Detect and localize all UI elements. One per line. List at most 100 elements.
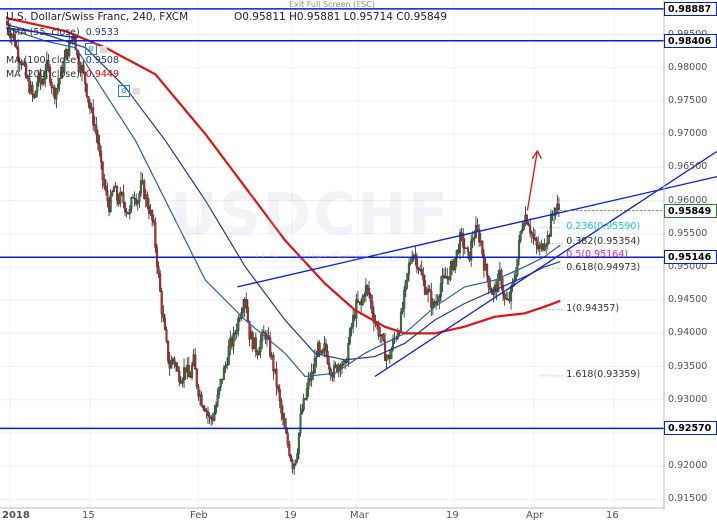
candle-up (516, 258, 519, 276)
candle-up (441, 275, 444, 284)
trendline (5, 27, 78, 39)
level-price-tag: 0.98887 (664, 1, 717, 16)
candle-down (106, 190, 109, 201)
candle-up (307, 378, 310, 389)
indicator-ma200-label: MA (200, close) (6, 69, 80, 80)
candle-up (138, 193, 141, 203)
candle-up (42, 79, 45, 85)
candle-down (280, 400, 283, 414)
candle-down (47, 59, 50, 68)
time-tick-label: 2018 (2, 510, 30, 521)
time-tick-label: Mar (350, 510, 369, 521)
candle-up (425, 293, 428, 295)
candle-up (297, 432, 300, 454)
candle-down (159, 273, 162, 292)
candle-down (482, 254, 485, 271)
candle-down (92, 107, 95, 125)
candle-down (254, 337, 257, 352)
candle-down (277, 386, 280, 390)
candle-down (197, 386, 200, 397)
candle-down (324, 343, 328, 352)
candle-up (438, 296, 441, 302)
candle-down (206, 410, 210, 416)
watermark-symbol: USDCHF (170, 180, 450, 248)
indicator-ma200[interactable]: MA (200, close) 0.9449 (6, 69, 119, 80)
candle-up (348, 328, 351, 344)
candle-down (267, 335, 270, 338)
fib-level-label: 0.618(0.94973) (566, 261, 641, 273)
candle-down (481, 240, 484, 255)
candle-down (366, 285, 369, 289)
candle-up (435, 302, 438, 305)
settings-icon[interactable]: ⚙ (118, 85, 130, 97)
candle-down (178, 370, 181, 383)
chart-symbol-title[interactable]: U.S. Dollar/Swiss Franc, 240, FXCM (6, 11, 189, 23)
ohlc-readout: O0.95811 H0.95881 L0.95714 C0.95849 (234, 11, 448, 23)
candle-up (471, 238, 474, 242)
candle-down (200, 394, 203, 407)
candle-up (63, 57, 66, 73)
candle-down (163, 317, 166, 330)
ema55-line (5, 27, 561, 378)
candle-up (219, 378, 222, 388)
arrow-head-icon (531, 150, 542, 160)
indicator-ma100[interactable]: MA (100, close) 0.9508 (6, 55, 119, 66)
candle-down (462, 233, 465, 248)
candles (5, 16, 560, 475)
candle-up (514, 275, 517, 281)
level-price-tag: 0.92570 (664, 421, 717, 436)
candle-up (361, 296, 364, 305)
candle-up (347, 343, 350, 363)
candle-up (214, 405, 218, 413)
candle-up (522, 223, 525, 230)
candle-down (9, 31, 12, 38)
close-icon[interactable] (100, 45, 107, 53)
indicator-ma100-label: MA (100, close) (6, 55, 80, 66)
settings-icon[interactable]: ⚙ (85, 43, 97, 55)
candle-down (486, 264, 489, 277)
candle-up (545, 244, 548, 247)
fib-level-label: 0.236(0.95590) (566, 220, 641, 232)
candle-down (104, 185, 107, 192)
price-tick-label: 0.93500 (668, 360, 708, 372)
candle-up (259, 340, 262, 352)
trendlines (5, 27, 717, 378)
candle-down (17, 47, 20, 62)
candle-down (195, 369, 198, 387)
fib-level-label: 1(0.94357) (566, 302, 620, 314)
candle-down (285, 427, 288, 434)
ma100-line (5, 24, 561, 361)
exit-fullscreen-button[interactable]: Exit Full Screen (ESC) (289, 0, 375, 9)
candle-down (422, 274, 425, 281)
candle-up (379, 335, 382, 337)
candle-down (278, 389, 281, 401)
candle-up (226, 364, 229, 366)
candle-up (170, 360, 173, 369)
candle-down (476, 225, 479, 230)
candle-up (403, 290, 406, 309)
candle-up (261, 331, 264, 341)
candle-down (135, 198, 138, 205)
candle-down (383, 340, 387, 361)
candle-down (372, 313, 375, 323)
indicator-ema55[interactable]: EMA (55, close) 0.9533 (6, 27, 119, 38)
candle-down (527, 223, 530, 226)
candle-up (411, 258, 414, 262)
candle-up (404, 280, 407, 291)
candle-down (288, 444, 291, 456)
indicator-ema55-value: 0.9533 (85, 27, 119, 38)
candle-up (543, 246, 546, 251)
candle-down (151, 210, 154, 221)
indicator-settings-row-2: ⚙ (6, 85, 140, 97)
candle-down (39, 72, 42, 83)
time-tick-label: 19 (446, 510, 459, 521)
candle-down (245, 299, 248, 308)
candle-down (368, 288, 371, 295)
candle-up (509, 286, 513, 302)
level-price-tag: 0.95146 (664, 250, 717, 265)
candle-down (208, 415, 211, 418)
candle-up (293, 464, 296, 469)
price-tick-label: 0.98000 (668, 61, 708, 73)
close-icon[interactable] (133, 87, 140, 95)
